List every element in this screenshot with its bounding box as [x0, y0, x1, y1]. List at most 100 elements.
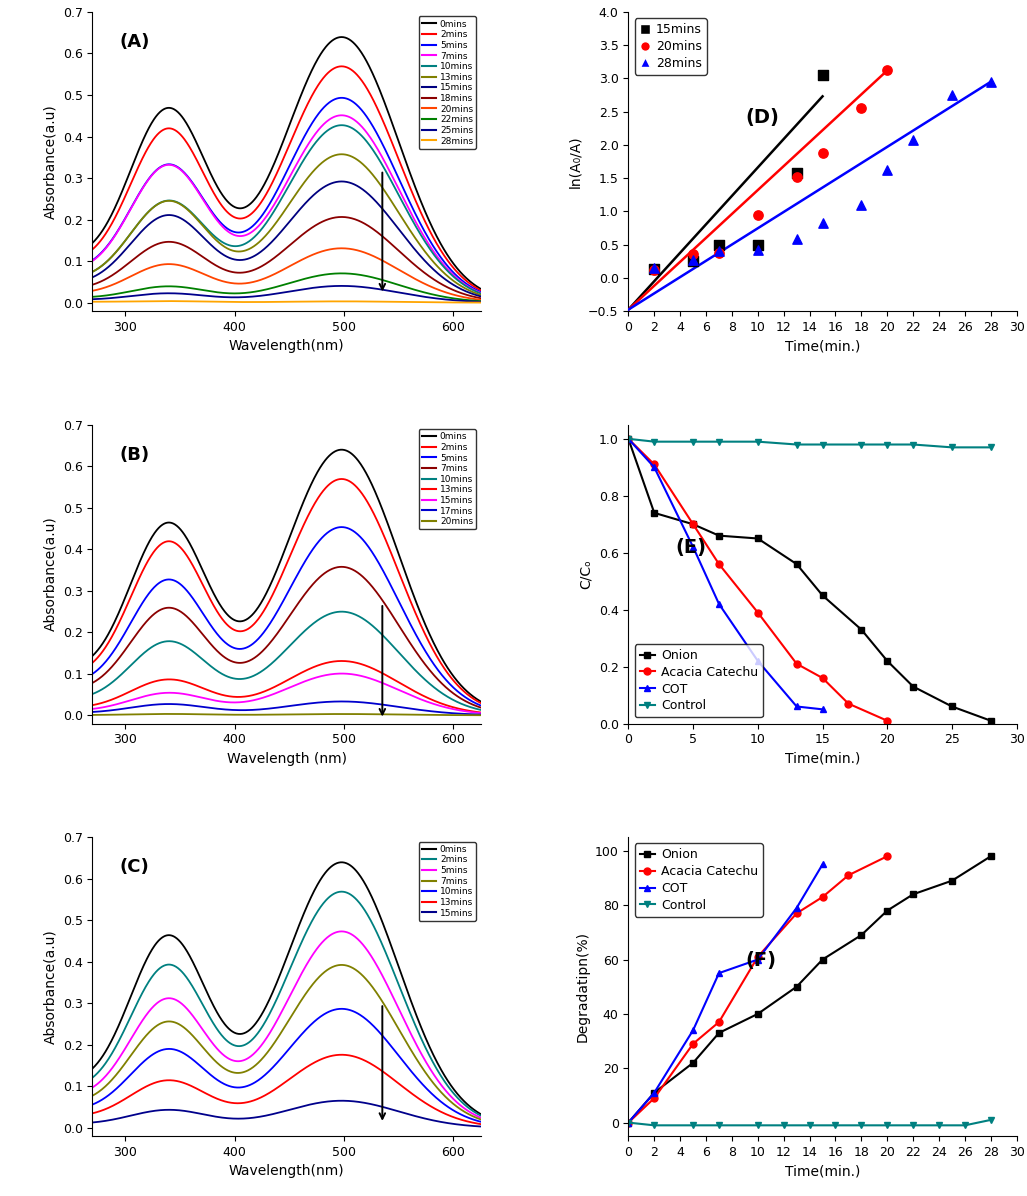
- Point: [711, 234, 727, 254]
- COT: [687, 1023, 699, 1037]
- Acacia Catechu: [791, 657, 803, 671]
- Point: [789, 167, 805, 187]
- Point: [983, 72, 999, 91]
- Control: [622, 432, 635, 446]
- Onion: [855, 928, 868, 942]
- Onion: [907, 887, 919, 902]
- Onion: [622, 1116, 635, 1130]
- Onion: [855, 622, 868, 636]
- Control: [816, 438, 829, 452]
- Point: [814, 66, 831, 85]
- Point: [711, 242, 727, 261]
- Point: [814, 214, 831, 233]
- Onion: [687, 1056, 699, 1070]
- Y-axis label: Absorbance(a.u): Absorbance(a.u): [43, 517, 58, 631]
- Control: [959, 1118, 972, 1133]
- Point: [879, 160, 896, 179]
- Line: Onion: Onion: [624, 853, 994, 1127]
- Line: Acacia Catechu: Acacia Catechu: [624, 853, 890, 1127]
- Legend: Onion, Acacia Catechu, COT, Control: Onion, Acacia Catechu, COT, Control: [635, 843, 763, 916]
- Legend: 0mins, 2mins, 5mins, 7mins, 10mins, 13mins, 15mins, 17mins, 20mins: 0mins, 2mins, 5mins, 7mins, 10mins, 13mi…: [419, 429, 477, 530]
- Point: [879, 61, 896, 80]
- Onion: [985, 714, 997, 728]
- Control: [687, 1118, 699, 1133]
- Control: [985, 440, 997, 454]
- Point: [685, 251, 701, 270]
- Acacia Catechu: [648, 457, 660, 471]
- Acacia Catechu: [881, 849, 893, 864]
- Text: (B): (B): [119, 446, 150, 464]
- Acacia Catechu: [881, 714, 893, 728]
- Onion: [816, 952, 829, 966]
- Onion: [881, 903, 893, 917]
- Text: (C): (C): [119, 859, 149, 877]
- Point: [685, 244, 701, 263]
- Legend: 15mins, 20mins, 28mins: 15mins, 20mins, 28mins: [635, 18, 707, 74]
- Onion: [648, 506, 660, 520]
- Point: [853, 195, 870, 214]
- Control: [713, 434, 725, 448]
- Point: [944, 85, 960, 104]
- Acacia Catechu: [816, 671, 829, 685]
- Line: Control: Control: [624, 435, 994, 451]
- Control: [881, 438, 893, 452]
- Point: [750, 234, 766, 254]
- X-axis label: Wavelength(nm): Wavelength(nm): [229, 1165, 344, 1178]
- Control: [687, 434, 699, 448]
- Point: [814, 144, 831, 163]
- Control: [622, 1116, 635, 1130]
- Onion: [752, 531, 764, 545]
- COT: [791, 700, 803, 714]
- Control: [648, 434, 660, 448]
- Onion: [752, 1007, 764, 1021]
- Line: Control: Control: [624, 1116, 994, 1129]
- COT: [752, 654, 764, 669]
- Acacia Catechu: [687, 517, 699, 531]
- Control: [803, 1118, 815, 1133]
- Point: [750, 240, 766, 260]
- Acacia Catechu: [816, 890, 829, 904]
- Control: [985, 1112, 997, 1127]
- X-axis label: Wavelength(nm): Wavelength(nm): [229, 340, 344, 353]
- Onion: [622, 432, 635, 446]
- Text: (A): (A): [119, 33, 150, 51]
- Control: [791, 438, 803, 452]
- Onion: [946, 873, 958, 887]
- COT: [648, 460, 660, 475]
- Line: Onion: Onion: [624, 435, 994, 725]
- Control: [752, 1118, 764, 1133]
- Control: [777, 1118, 790, 1133]
- Control: [907, 1118, 919, 1133]
- Point: [789, 164, 805, 183]
- Control: [946, 440, 958, 454]
- Line: COT: COT: [624, 435, 826, 713]
- Point: [646, 261, 662, 280]
- COT: [713, 966, 725, 981]
- Onion: [985, 849, 997, 864]
- Point: [646, 260, 662, 279]
- Acacia Catechu: [622, 432, 635, 446]
- Point: [685, 251, 701, 270]
- Onion: [881, 654, 893, 669]
- Y-axis label: Absorbance(a.u): Absorbance(a.u): [43, 929, 58, 1044]
- COT: [622, 432, 635, 446]
- Control: [907, 438, 919, 452]
- X-axis label: Time(min.): Time(min.): [785, 752, 861, 765]
- Acacia Catechu: [752, 605, 764, 620]
- Control: [752, 434, 764, 448]
- Text: (E): (E): [675, 538, 706, 557]
- Onion: [791, 557, 803, 572]
- Acacia Catechu: [842, 868, 854, 883]
- Control: [855, 438, 868, 452]
- Control: [648, 1118, 660, 1133]
- COT: [752, 952, 764, 966]
- Onion: [713, 1026, 725, 1041]
- COT: [622, 1116, 635, 1130]
- Acacia Catechu: [622, 1116, 635, 1130]
- Legend: 0mins, 2mins, 5mins, 7mins, 10mins, 13mins, 15mins: 0mins, 2mins, 5mins, 7mins, 10mins, 13mi…: [419, 842, 477, 921]
- Point: [905, 130, 921, 150]
- COT: [816, 702, 829, 716]
- Y-axis label: ln(A₀/A): ln(A₀/A): [569, 135, 582, 188]
- X-axis label: Wavelength (nm): Wavelength (nm): [227, 752, 346, 765]
- Point: [646, 258, 662, 277]
